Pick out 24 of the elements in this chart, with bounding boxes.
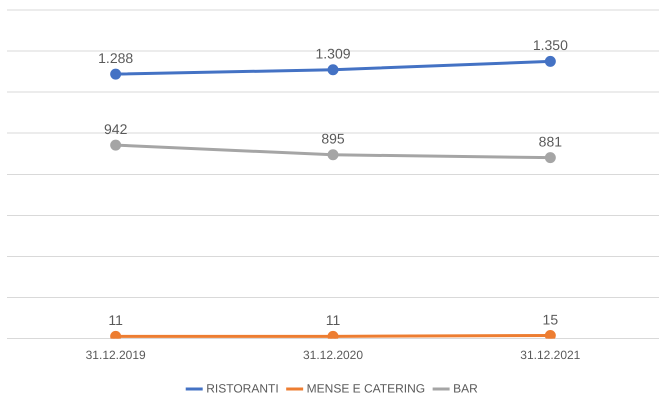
point [544, 56, 556, 67]
data-label: 895 [321, 130, 345, 147]
x-tick-label: 31.12.2019 [86, 348, 146, 362]
data-label: 1.309 [315, 46, 351, 62]
data-label: 1.350 [532, 37, 568, 54]
point [328, 149, 338, 160]
x-tick-label: 31.12.2020 [302, 348, 364, 362]
point [544, 330, 556, 339]
legend-label: BAR [453, 381, 478, 396]
point [110, 140, 122, 151]
data-label: 11 [326, 312, 340, 328]
point [110, 330, 122, 339]
data-label: 15 [542, 311, 558, 328]
legend-label: RISTORANTI [206, 381, 279, 396]
data-label: 881 [538, 134, 562, 150]
point [110, 68, 122, 80]
x-tick-label: 31.12.2021 [520, 348, 581, 362]
data-label: 11 [108, 312, 124, 328]
point [328, 64, 338, 76]
data-label: 1.288 [98, 50, 134, 66]
legend-label: MENSE E CATERING [306, 381, 426, 396]
point [544, 152, 556, 164]
data-label: 942 [104, 120, 128, 137]
point [328, 330, 338, 339]
